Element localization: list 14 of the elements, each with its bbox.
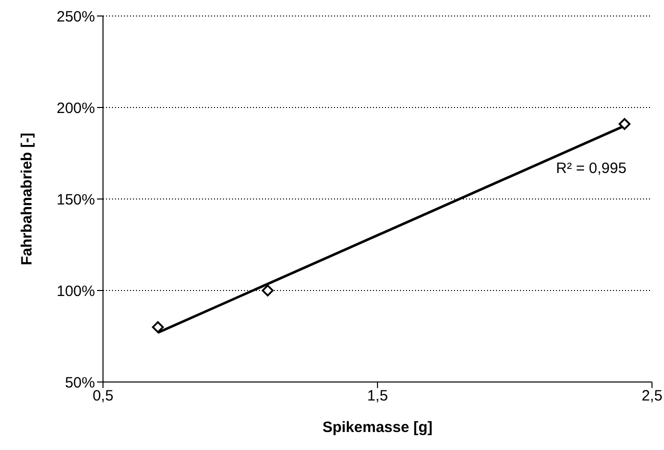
annotation: R² = 0,995 [556,160,626,177]
x-axis-title: Spikemasse [g] [322,419,433,436]
point [262,284,274,296]
point [618,118,630,130]
point [152,321,164,333]
x-tick-label: 1,5 [367,388,388,405]
x-tick-label: 0,5 [92,388,114,405]
y-tick-label: 50% [64,374,95,392]
y-tick-label: 100% [56,282,95,300]
y-tick-label: 200% [56,100,95,117]
y-tick-label: 250% [56,8,95,26]
y-axis-title: Fahrbahnabrieb [-] [18,132,36,266]
x-tick-label: 2,5 [642,388,662,405]
y-tick-label: 150% [56,191,95,208]
